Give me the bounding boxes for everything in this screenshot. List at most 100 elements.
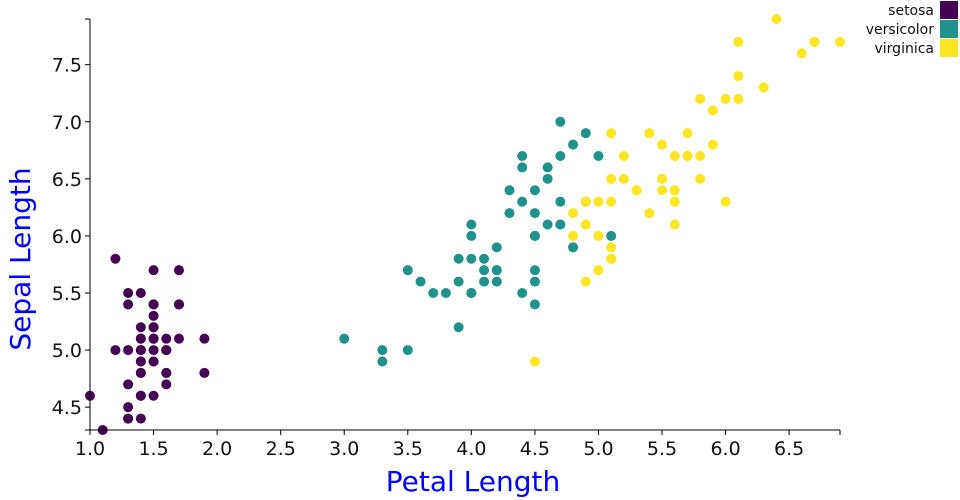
x-tick-label: 5.0 [583,438,613,460]
data-point-setosa [148,333,159,344]
legend-label-setosa: setosa [888,3,934,19]
x-tick-label: 1.0 [75,438,105,460]
data-point-virginica [796,48,807,59]
data-point-setosa [135,345,146,356]
data-point-versicolor [339,333,350,344]
data-point-setosa [161,379,172,390]
x-tick-label: 2.0 [202,438,232,460]
data-point-versicolor [466,253,477,264]
data-point-versicolor [479,265,490,276]
data-point-versicolor [542,162,553,173]
data-point-versicolor [466,219,477,230]
data-point-setosa [123,402,134,413]
data-point-versicolor [453,253,464,264]
x-tick-label: 1.5 [138,438,168,460]
data-point-virginica [733,71,744,82]
data-point-virginica [606,253,617,264]
x-tick-label: 3.0 [329,438,359,460]
data-point-virginica [618,173,629,184]
data-point-virginica [593,196,604,207]
data-point-virginica [568,230,579,241]
legend: setosa versicolor virginica [866,1,958,57]
data-point-versicolor [593,151,604,161]
points-layer [85,14,845,435]
data-point-versicolor [479,276,490,287]
data-point-virginica [720,93,731,104]
x-axis-ticks: 1.0 1.5 2.0 2.5 3.0 3.5 4.0 4.5 5.0 5.5 6.0 6.5 [75,430,841,460]
data-point-virginica [657,185,668,196]
x-tick-label: 4.5 [520,438,550,460]
data-point-virginica [606,242,617,253]
x-tick-label: 6.5 [774,438,804,460]
data-point-virginica [669,196,680,207]
data-point-versicolor [402,345,413,356]
data-point-versicolor [440,288,451,298]
data-point-versicolor [529,299,540,310]
data-point-versicolor [529,230,540,241]
data-point-versicolor [466,230,477,241]
data-point-versicolor [606,230,617,241]
data-point-versicolor [517,288,528,298]
legend-label-versicolor: versicolor [866,22,935,38]
data-point-versicolor [491,265,502,276]
x-tick-label: 4.0 [456,438,486,460]
x-tick-label: 3.5 [393,438,423,460]
data-point-setosa [173,299,184,310]
data-point-versicolor [453,276,464,287]
data-point-virginica [695,173,706,184]
data-point-versicolor [529,276,540,287]
data-point-setosa [173,265,184,276]
x-tick-label: 5.5 [647,438,677,460]
data-point-setosa [148,345,159,356]
data-point-setosa [135,390,146,401]
y-tick-label: 6.5 [52,169,82,191]
data-point-setosa [110,253,121,264]
data-point-virginica [771,14,782,24]
data-point-versicolor [504,185,515,196]
data-point-virginica [657,139,668,150]
legend-label-virginica: virginica [875,41,935,57]
data-point-versicolor [415,276,426,287]
data-point-versicolor [517,162,528,173]
data-point-virginica [580,196,591,207]
data-point-virginica [618,151,629,161]
data-point-virginica [669,151,680,161]
legend-swatch-setosa [940,1,958,19]
data-point-versicolor [517,196,528,207]
data-point-setosa [135,356,146,367]
data-point-setosa [148,310,159,321]
data-point-versicolor [555,116,566,127]
data-point-setosa [135,288,146,298]
data-point-setosa [135,413,146,424]
data-point-virginica [593,230,604,241]
data-point-versicolor [428,288,439,298]
data-point-versicolor [517,151,528,161]
data-point-setosa [123,379,134,390]
data-point-virginica [593,265,604,276]
data-point-setosa [135,333,146,344]
data-point-virginica [733,93,744,104]
data-point-versicolor [491,276,502,287]
data-point-virginica [669,219,680,230]
data-point-setosa [148,299,159,310]
data-point-virginica [695,93,706,104]
data-point-versicolor [466,288,477,298]
data-point-virginica [707,105,718,116]
data-point-virginica [682,128,693,139]
data-point-virginica [733,36,744,47]
data-point-setosa [173,333,184,344]
data-point-versicolor [402,265,413,276]
y-tick-label: 5.5 [52,283,82,305]
data-point-virginica [568,208,579,219]
y-tick-label: 7.0 [52,112,82,134]
y-tick-label: 5.0 [52,340,82,362]
data-point-versicolor [568,242,579,253]
data-point-virginica [606,173,617,184]
y-axis-ticks: 4.5 5.0 5.5 6.0 6.5 7.0 7.5 [52,18,90,431]
data-point-versicolor [491,242,502,253]
data-point-virginica [657,173,668,184]
data-point-setosa [123,299,134,310]
data-point-virginica [695,151,706,161]
data-point-versicolor [479,253,490,264]
